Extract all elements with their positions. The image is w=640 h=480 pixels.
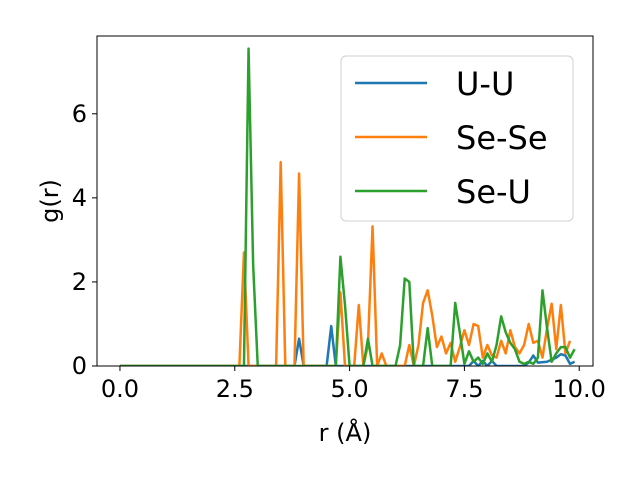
legend: U-U Se-Se Se-U bbox=[340, 55, 574, 222]
x-axis-label: r (Å) bbox=[319, 418, 372, 447]
series-line-u-u bbox=[119, 324, 576, 366]
x-tick-label: 2.5 bbox=[216, 375, 254, 403]
x-tick-label: 10.0 bbox=[553, 375, 606, 403]
y-tick-label: 2 bbox=[72, 268, 87, 296]
y-tick-label: 4 bbox=[72, 184, 87, 212]
x-tick-label: 0.0 bbox=[101, 375, 139, 403]
legend-label-u-u: U-U bbox=[456, 65, 514, 103]
plot-frame bbox=[96, 35, 594, 367]
y-axis-label: g(r) bbox=[36, 179, 64, 223]
x-tick-label: 7.5 bbox=[445, 375, 483, 403]
series-line-se-se bbox=[119, 160, 572, 366]
y-axis: 0 2 4 6 bbox=[72, 100, 97, 380]
y-tick-label: 0 bbox=[72, 352, 87, 380]
legend-label-se-u: Se-U bbox=[456, 173, 531, 211]
series-layer bbox=[119, 47, 576, 366]
x-tick-label: 5.0 bbox=[331, 375, 369, 403]
legend-box bbox=[340, 55, 574, 222]
series-line-se-u bbox=[119, 47, 576, 366]
legend-label-se-se: Se-Se bbox=[456, 119, 548, 157]
x-axis: 0.0 2.5 5.0 7.5 10.0 bbox=[101, 366, 606, 403]
y-tick-label: 6 bbox=[72, 100, 87, 128]
